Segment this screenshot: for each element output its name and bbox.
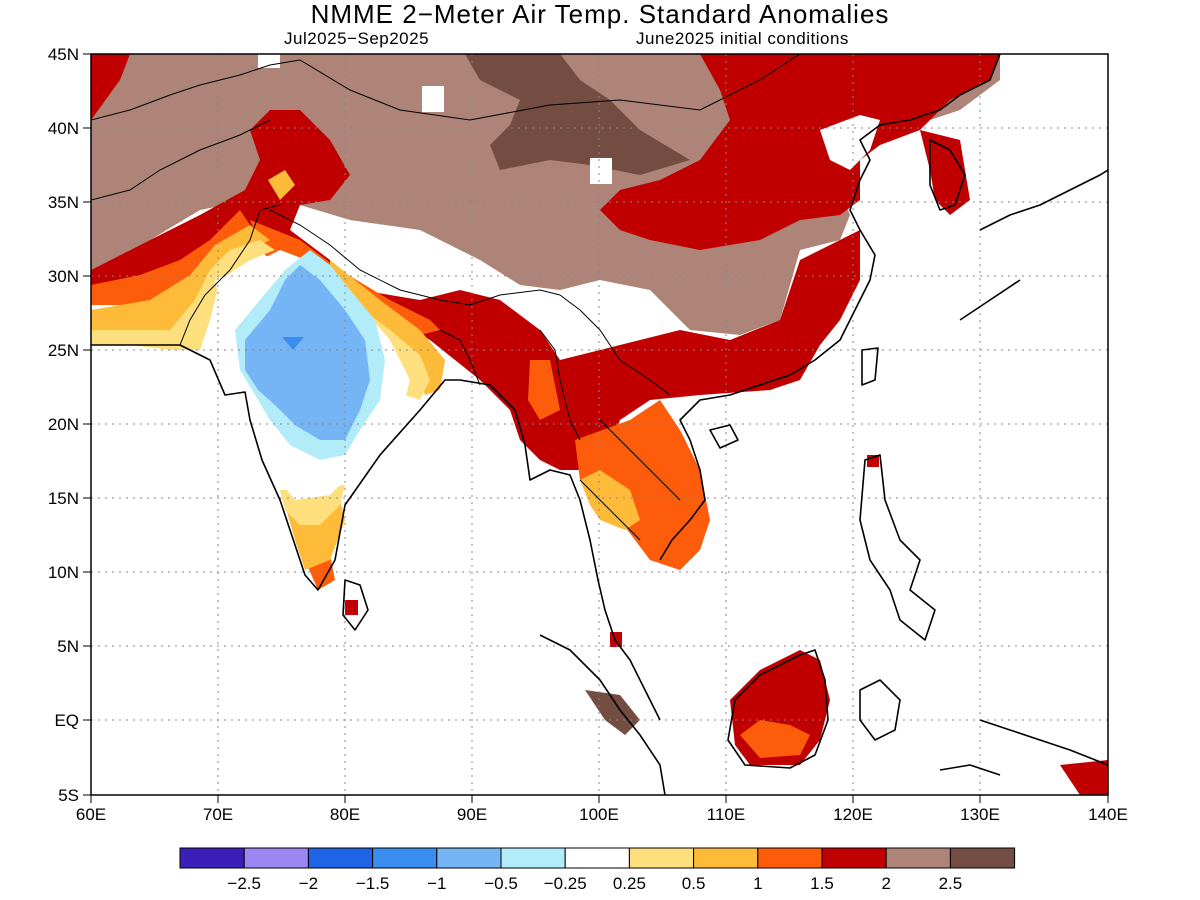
legend-label-6: 0.25 bbox=[613, 874, 646, 893]
legend-swatch-0 bbox=[179, 847, 245, 869]
x-tick-70e: 70E bbox=[203, 805, 233, 824]
region-india-blue bbox=[245, 265, 370, 440]
legend-swatch-7 bbox=[628, 847, 695, 869]
region-india-paleyellow-west bbox=[91, 240, 275, 350]
color-legend: −2.5 −2 −1.5 −1 −0.5 −0.25 0.25 0.5 1 1.5 2 2.5 bbox=[179, 847, 1016, 893]
initial-conditions: June2025 initial conditions bbox=[636, 29, 849, 48]
legend-swatch-8 bbox=[693, 847, 759, 869]
x-tick-120e: 120E bbox=[833, 805, 873, 824]
legend-label-9: 1.5 bbox=[810, 874, 834, 893]
legend-label-1: −2 bbox=[299, 874, 318, 893]
y-tick-45n: 45N bbox=[48, 45, 79, 64]
legend-swatch-3 bbox=[372, 847, 438, 869]
legend-swatch-5 bbox=[500, 847, 566, 869]
region-mongolia-darkbrown bbox=[465, 54, 690, 175]
y-tick-15n: 15N bbox=[48, 489, 79, 508]
region-india-blue-spot bbox=[282, 337, 304, 350]
legend-label-2: −1.5 bbox=[356, 874, 390, 893]
region-east-china-red bbox=[600, 54, 1000, 250]
region-northwest-red bbox=[91, 54, 130, 120]
forecast-period: Jul2025−Sep2025 bbox=[284, 29, 430, 48]
x-tick-110e: 110E bbox=[707, 805, 745, 824]
region-indochina-orangered bbox=[575, 400, 710, 570]
legend-label-0: −2.5 bbox=[227, 874, 261, 893]
gap-1 bbox=[258, 54, 280, 68]
region-korea-red bbox=[920, 130, 970, 215]
country-borders bbox=[91, 54, 801, 541]
x-tick-80e: 80E bbox=[330, 805, 360, 824]
y-tick-35n: 35N bbox=[48, 193, 79, 212]
x-tick-140e: 140E bbox=[1088, 805, 1128, 824]
region-srilanka-red bbox=[345, 600, 358, 615]
legend-swatch-6 bbox=[564, 847, 630, 869]
legend-swatch-4 bbox=[436, 847, 502, 869]
gap-korea bbox=[820, 115, 880, 170]
region-kashmir-orange bbox=[268, 170, 295, 200]
lat-lon-grid bbox=[91, 54, 1108, 795]
legend-swatch-10 bbox=[821, 847, 887, 869]
y-tick-30n: 30N bbox=[48, 267, 79, 286]
legend-label-4: −0.5 bbox=[484, 874, 518, 893]
region-thailand-orange bbox=[580, 470, 640, 530]
y-tick-5s: 5S bbox=[58, 786, 79, 805]
axis-ticks bbox=[83, 53, 1109, 803]
anomaly-map: 60E 70E 80E 90E 100E 110E 120E 130E 140E… bbox=[48, 45, 1128, 824]
y-tick-40n: 40N bbox=[48, 119, 79, 138]
region-pakistan-orangered bbox=[91, 210, 250, 305]
region-pakistan-red bbox=[91, 110, 860, 470]
legend-label-11: 2.5 bbox=[939, 874, 963, 893]
x-tick-130e: 130E bbox=[960, 805, 1000, 824]
x-tick-100e: 100E bbox=[579, 805, 619, 824]
legend-label-3: −1 bbox=[427, 874, 446, 893]
region-borneo-orange bbox=[740, 720, 810, 758]
legend-label-8: 1 bbox=[753, 874, 762, 893]
coastlines bbox=[91, 54, 1108, 795]
legend-swatch-1 bbox=[243, 847, 309, 869]
x-tick-60e: 60E bbox=[76, 805, 106, 824]
region-malaya-red bbox=[610, 632, 622, 647]
gap-3 bbox=[590, 158, 612, 184]
region-burma-orangered bbox=[528, 360, 560, 420]
y-tick-10n: 10N bbox=[48, 563, 79, 582]
region-sumatra-darkbrown bbox=[585, 690, 640, 735]
gap-2 bbox=[422, 86, 444, 112]
y-tick-5n: 5N bbox=[57, 637, 79, 656]
x-tick-90e: 90E bbox=[457, 805, 487, 824]
legend-label-10: 2 bbox=[881, 874, 890, 893]
legend-swatch-11 bbox=[885, 847, 951, 869]
y-tick-25n: 25N bbox=[48, 341, 79, 360]
map-title: NMME 2−Meter Air Temp. Standard Anomalie… bbox=[310, 0, 890, 29]
y-tick-eq: EQ bbox=[54, 711, 79, 730]
legend-swatch-9 bbox=[757, 847, 823, 869]
legend-label-5: −0.25 bbox=[544, 874, 587, 893]
region-newguinea-red bbox=[1060, 760, 1108, 795]
legend-swatch-12 bbox=[949, 847, 1016, 869]
legend-label-7: 0.5 bbox=[682, 874, 706, 893]
legend-swatch-2 bbox=[307, 847, 374, 869]
y-tick-20n: 20N bbox=[48, 415, 79, 434]
region-india-north-orange bbox=[91, 225, 270, 335]
